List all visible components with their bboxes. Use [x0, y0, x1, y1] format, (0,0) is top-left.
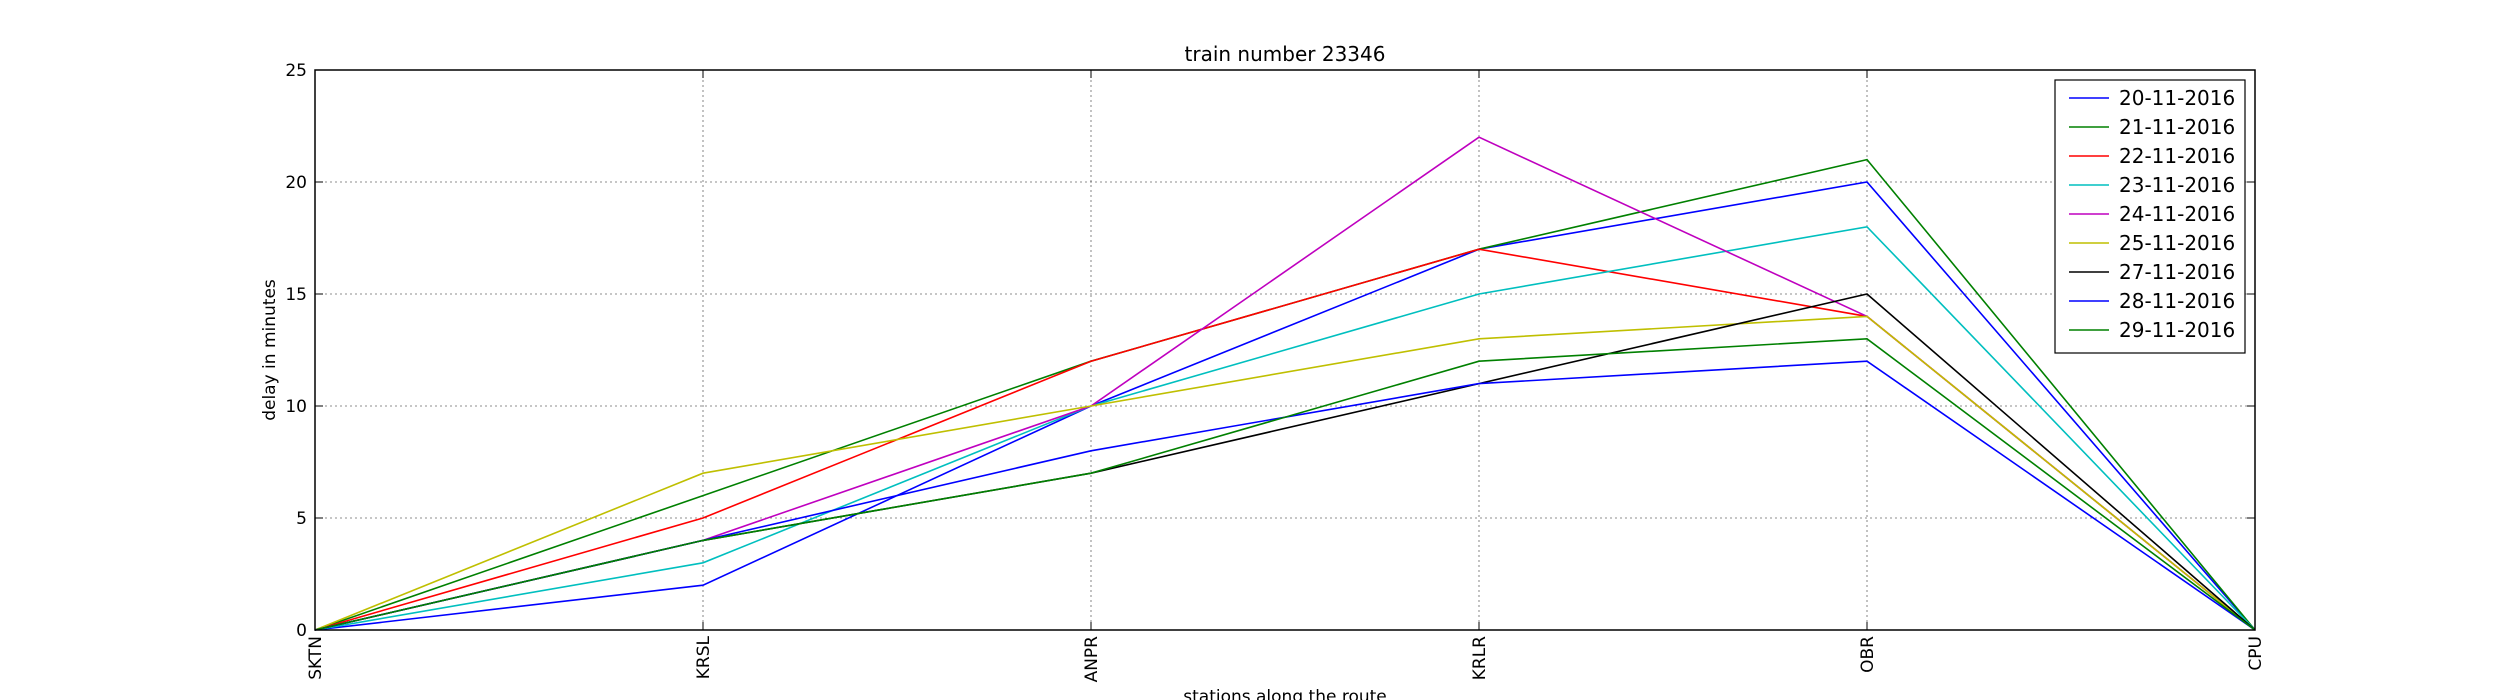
legend-label: 25-11-2016 [2119, 231, 2235, 255]
series-line-29-11-2016 [314, 337, 2256, 631]
legend: 20-11-2016 21-11-2016 22-11-2016 23-11-2016… [2054, 79, 2246, 354]
y-axis-title: delay in minutes [260, 279, 280, 421]
legend-label: 29-11-2016 [2119, 318, 2235, 342]
legend-label: 20-11-2016 [2119, 86, 2235, 110]
legend-label: 22-11-2016 [2119, 144, 2235, 168]
series-line-23-11-2016 [314, 225, 2256, 631]
x-tick-label: OBR [1858, 636, 1878, 673]
x-tick-label: KRSL [694, 635, 714, 679]
x-tick-label: ANPR [1082, 636, 1102, 683]
y-tick-label: 0 [296, 621, 307, 641]
y-tick-label: 10 [285, 397, 307, 417]
legend-label: 27-11-2016 [2119, 260, 2235, 284]
legend-label: 24-11-2016 [2119, 202, 2235, 226]
legend-box [2054, 79, 2246, 354]
plot-area-frame [314, 69, 2256, 631]
y-tick-label: 5 [296, 509, 307, 529]
series-line-20-11-2016 [314, 181, 2256, 631]
series-line-25-11-2016 [314, 315, 2256, 631]
x-axis-title: stations along the route [1183, 687, 1387, 700]
legend-label: 28-11-2016 [2119, 289, 2235, 313]
axis-ticks: 0 5 10 15 20 25 SKTN KRSL ANPR KRLR OBR CPU [285, 61, 2266, 682]
x-tick-label: SKTN [306, 636, 326, 680]
y-tick-label: 20 [285, 173, 307, 193]
legend-label: 23-11-2016 [2119, 173, 2235, 197]
x-tick-label: KRLR [1470, 636, 1490, 680]
x-tick-label: CPU [2246, 636, 2266, 671]
y-tick-label: 25 [285, 61, 307, 81]
y-tick-label: 15 [285, 285, 307, 305]
chart-title: train number 23346 [1185, 42, 1386, 66]
series-lines [314, 136, 2256, 631]
legend-label: 21-11-2016 [2119, 115, 2235, 139]
